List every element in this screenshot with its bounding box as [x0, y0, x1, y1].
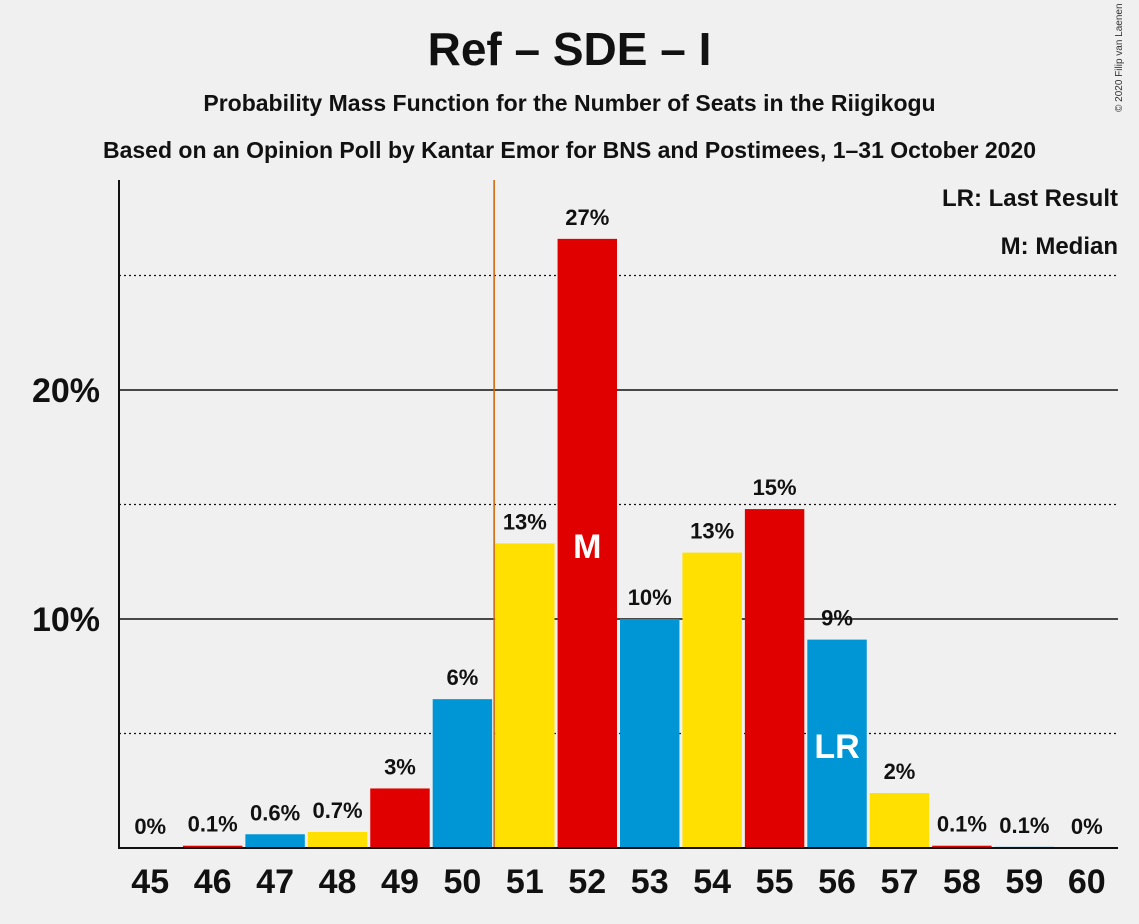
data-label: 15% — [753, 475, 797, 500]
data-label: 3% — [384, 754, 416, 779]
bar-seat-51 — [495, 543, 555, 848]
x-tick-label: 50 — [443, 863, 481, 901]
x-tick-label: 52 — [568, 863, 606, 901]
data-label: 13% — [503, 509, 547, 534]
chart-title: Ref – SDE – I — [427, 23, 712, 75]
x-tick-label: 59 — [1005, 863, 1043, 901]
data-label: 10% — [628, 585, 672, 610]
chart-subtitle: Probability Mass Function for the Number… — [203, 90, 936, 116]
bar-seat-52 — [557, 238, 617, 849]
data-label: 0% — [134, 814, 166, 839]
bar-seat-57 — [869, 793, 930, 848]
bar-seat-54 — [682, 552, 742, 848]
bar-seat-46 — [182, 845, 243, 848]
median-marker: M — [573, 528, 601, 566]
data-label: 27% — [565, 205, 609, 230]
data-label: 0.1% — [999, 813, 1049, 838]
x-tick-label: 53 — [631, 863, 669, 901]
data-label: 6% — [447, 665, 479, 690]
bar-seat-56 — [807, 639, 867, 848]
x-tick-label: 45 — [131, 863, 169, 901]
data-label: 0% — [1071, 814, 1103, 839]
y-tick-label: 10% — [32, 601, 100, 639]
x-tick-label: 56 — [818, 863, 856, 901]
x-tick-label: 57 — [881, 863, 919, 901]
last-result-marker: LR — [814, 728, 859, 766]
bar-seat-50 — [432, 699, 493, 848]
x-tick-label: 46 — [194, 863, 232, 901]
chart-source: Based on an Opinion Poll by Kantar Emor … — [102, 137, 1037, 163]
x-tick-label: 60 — [1068, 863, 1106, 901]
bar-seat-55 — [744, 509, 805, 848]
x-tick-label: 49 — [381, 863, 419, 901]
data-label: 0.7% — [312, 798, 362, 823]
x-tick-label: 58 — [943, 863, 981, 901]
y-tick-label: 20% — [32, 372, 100, 410]
legend-median: M: Median — [1000, 233, 1118, 260]
bar-seat-49 — [370, 788, 430, 848]
data-label: 0.6% — [250, 800, 300, 825]
data-label: 9% — [821, 606, 853, 631]
bar-seat-47 — [245, 834, 305, 848]
data-label: 2% — [884, 759, 916, 784]
data-label: 0.1% — [188, 812, 238, 837]
data-label: 13% — [690, 519, 734, 544]
x-tick-label: 55 — [756, 863, 794, 901]
legend-last-result: LR: Last Result — [941, 185, 1118, 212]
x-tick-label: 47 — [256, 863, 294, 901]
bar-seat-48 — [307, 831, 368, 848]
x-tick-label: 48 — [319, 863, 357, 901]
bar-seat-53 — [620, 619, 680, 848]
bar-seat-58 — [932, 845, 992, 848]
data-label: 0.1% — [937, 812, 987, 837]
x-tick-label: 54 — [693, 863, 731, 901]
x-tick-label: 51 — [506, 863, 544, 901]
